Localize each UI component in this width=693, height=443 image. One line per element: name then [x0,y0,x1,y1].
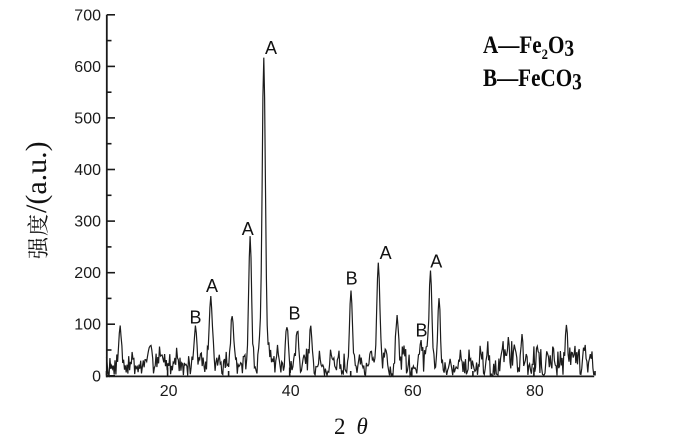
svg-text:0: 0 [92,368,101,385]
svg-text:200: 200 [74,265,101,282]
svg-text:600: 600 [74,59,101,76]
svg-text:A: A [265,38,277,58]
svg-text:A: A [380,243,392,263]
svg-text:100: 100 [74,317,101,334]
svg-text:B: B [189,308,201,328]
svg-text:/(a.u.): /(a.u.) [20,141,53,213]
svg-text:B—FeCO3: B—FeCO3 [483,65,582,95]
svg-text:B: B [415,321,427,341]
svg-text:A—Fe2O3: A—Fe2O3 [483,31,574,63]
svg-text:A: A [242,219,254,239]
svg-text:A: A [206,276,218,296]
svg-text:20: 20 [160,383,178,400]
svg-text:A: A [430,252,442,272]
svg-text:B: B [346,269,358,289]
svg-text:700: 700 [74,7,101,24]
svg-text:400: 400 [74,162,101,179]
svg-text:θ: θ [357,414,368,439]
svg-text:300: 300 [74,214,101,231]
svg-text:60: 60 [404,383,422,400]
svg-text:40: 40 [282,383,300,400]
svg-text:80: 80 [526,383,544,400]
svg-text:2: 2 [334,414,346,439]
svg-text:B: B [288,304,300,324]
svg-text:500: 500 [74,110,101,127]
